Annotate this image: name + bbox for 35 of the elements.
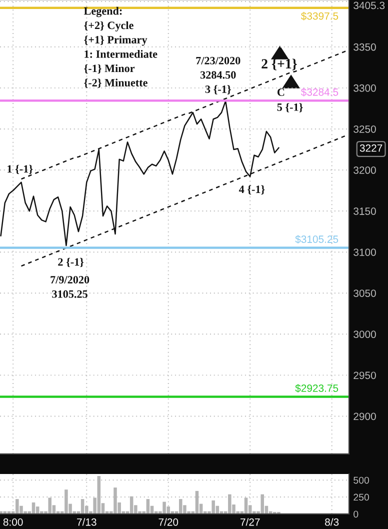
y-tick-label: 250 [354, 494, 370, 501]
y-tick-label: 500 [354, 476, 370, 484]
y-tick-label: 3100 [354, 248, 376, 256]
x-tick-label: 8/3 [325, 518, 339, 526]
text: 3227 [360, 144, 382, 152]
ref-line-label: $3284.5 [301, 88, 338, 96]
annotation: 7/23/2020 3284.50 3 {-1} [196, 56, 240, 94]
bar [212, 500, 215, 514]
y-tick-label: 3050 [354, 290, 376, 297]
annotation: Legend: {+2} Cycle {+1} Primary 1: Intermediate {-1} Minor {-2} Minuette [84, 6, 158, 88]
annotation: 2 {-1} [58, 258, 84, 268]
annotation: C [277, 88, 284, 96]
y-tick-label: 3250 [354, 125, 376, 133]
x-tick-label: 7/27 [240, 518, 260, 526]
x-tick-label: 7/20 [158, 518, 178, 526]
x-tick-label: 7/13 [77, 518, 96, 526]
annotation: 7/9/2020 3105.25 [50, 276, 90, 298]
annotation: 5 {-1} [277, 103, 303, 112]
y-tick-label: 2950 [354, 372, 376, 380]
y-tick-label: 3405.3 [354, 2, 385, 10]
x-tick-label: 8:00 [3, 518, 23, 526]
y-tick-label: 3300 [354, 84, 376, 92]
bar [162, 502, 166, 514]
annotation: 2 {+1} [262, 58, 297, 70]
y-tick-label: 3150 [354, 208, 376, 215]
ref-line-label: $2923.75 [295, 384, 338, 393]
y-tick-label: 0 [354, 510, 358, 518]
ref-line-label: $3105.25 [295, 235, 338, 244]
ref-line-label: $3397.5 [301, 12, 338, 20]
y-tick-label: 2900 [354, 412, 376, 420]
annotation: 4 {-1} [238, 185, 265, 194]
y-tick-label: 3350 [354, 43, 376, 51]
y-tick-label: 3000 [354, 330, 376, 338]
annotation: 1 {-1} [8, 164, 33, 174]
y-tick-label: 3200 [354, 166, 376, 174]
